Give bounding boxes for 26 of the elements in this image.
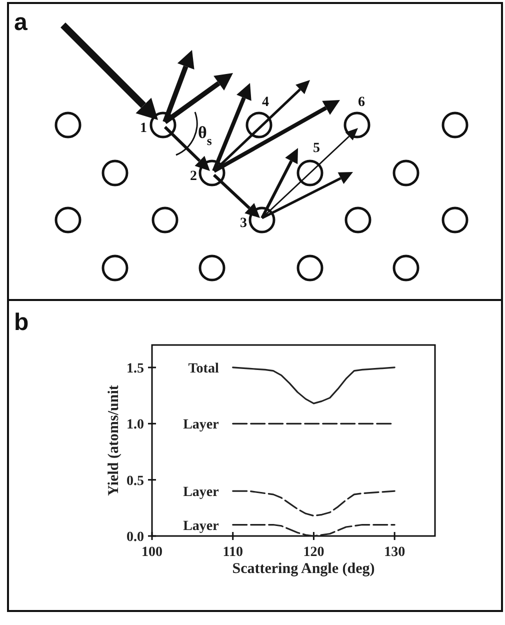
text: 2 — [190, 169, 197, 184]
x-tick-label: 100 — [142, 545, 162, 560]
x-axis-title: Scattering Angle (deg) — [232, 561, 375, 577]
text: 6 — [358, 95, 365, 110]
series-label: Layer — [183, 418, 219, 433]
x-tick-label: 130 — [384, 545, 406, 560]
line-series — [232, 524, 396, 537]
y-axis-title: Yield (atoms/unit — [106, 385, 122, 496]
text: 3 — [240, 216, 247, 231]
x-tick-label: 120 — [303, 545, 324, 560]
y-tick-label: 1.5 — [126, 361, 144, 376]
text: θ$_{s}$ — [198, 123, 212, 148]
y-tick-label: 1.0 — [126, 418, 144, 433]
text: b — [14, 309, 29, 336]
text: a — [14, 9, 28, 36]
line-series — [232, 490, 396, 517]
text: 5 — [313, 141, 320, 156]
series-label: Layer — [183, 518, 219, 534]
y-tick-label: 0.0 — [126, 530, 144, 545]
x-tick-label: 110 — [222, 545, 243, 560]
series-label: Layer — [183, 485, 219, 500]
line-series — [232, 366, 396, 404]
text: 4 — [262, 95, 269, 110]
series-label: Total — [188, 361, 219, 376]
y-tick-label: 0.5 — [126, 474, 144, 489]
text: 1 — [140, 121, 147, 136]
